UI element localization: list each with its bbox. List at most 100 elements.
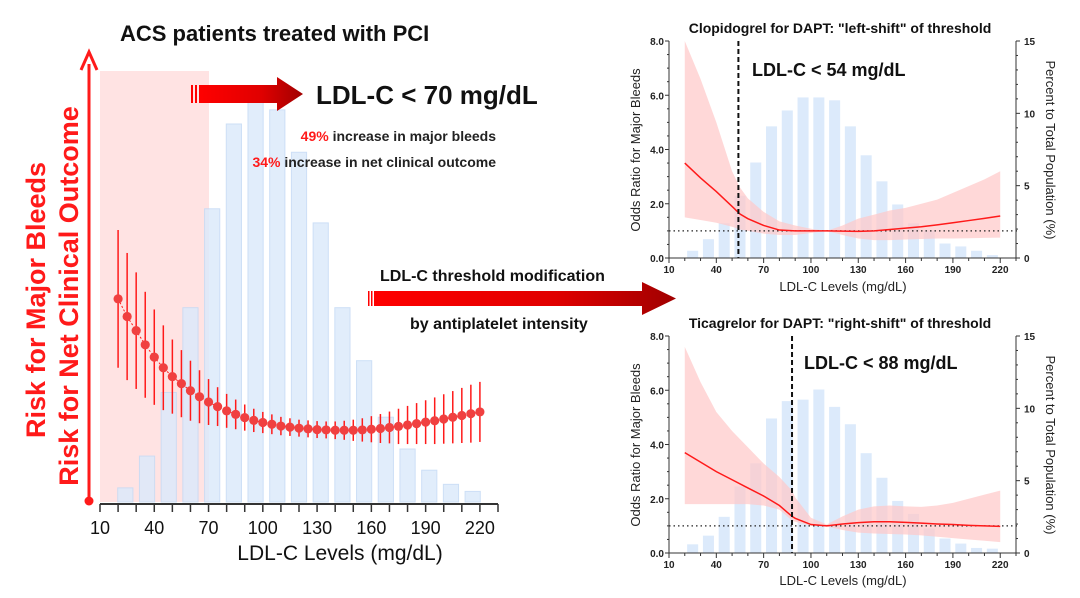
- risk-point: [366, 424, 376, 434]
- threshold-arrow: [191, 77, 303, 111]
- population-bar: [860, 453, 872, 553]
- population-bar: [971, 250, 983, 258]
- y-tick-label: 2.0: [650, 200, 664, 211]
- x-tick-label: 10: [663, 265, 675, 276]
- clopidogrel-chart: Clopidogrel for DAPT: "left-shift" of th…: [628, 20, 1058, 294]
- population-bar: [718, 223, 730, 258]
- population-bar: [421, 469, 438, 503]
- x-tick-label: 130: [302, 518, 332, 538]
- chart-title: Clopidogrel for DAPT: "left-shift" of th…: [689, 20, 992, 36]
- y-axis-label: Odds Ratio for Major Bleeds: [628, 363, 643, 527]
- x-tick-label: 10: [663, 560, 675, 571]
- risk-point: [430, 416, 440, 426]
- risk-point: [194, 392, 205, 402]
- risk-dots: [113, 229, 485, 445]
- x-tick-label: 40: [711, 265, 723, 276]
- risk-arrow-head: [79, 48, 99, 71]
- y-axis-label: Odds Ratio for Major Bleeds: [628, 68, 643, 232]
- risk-point: [294, 423, 304, 433]
- risk-point: [384, 422, 395, 433]
- y2-tick-label: 0: [1024, 254, 1030, 265]
- x-tick-label: 70: [758, 560, 770, 571]
- y-tick-label: 8.0: [650, 37, 664, 48]
- population-bar: [813, 389, 825, 553]
- y-tick-label: 6.0: [650, 386, 664, 397]
- risk-point: [140, 340, 150, 350]
- modification-label-2: by antiplatelet intensity: [410, 316, 588, 333]
- ticagrelor-chart: Ticagrelor for DAPT: "right-shift" of th…: [628, 315, 1058, 588]
- risk-point: [231, 409, 241, 419]
- population-bar: [312, 222, 329, 503]
- risk-point: [222, 406, 232, 416]
- population-bar: [734, 486, 746, 553]
- population-bar: [781, 401, 793, 553]
- x-tick-label: 160: [356, 518, 386, 538]
- population-bar: [160, 391, 177, 503]
- x-axis: 10 40 70 100 130 160 190 220: [90, 503, 499, 538]
- risk-point: [348, 425, 358, 435]
- x-tick-label: 130: [850, 560, 867, 571]
- population-bar: [781, 110, 793, 258]
- panel-title: ACS patients treated with PCI: [120, 21, 429, 46]
- x-tick-label: 70: [199, 518, 219, 538]
- population-bar: [399, 448, 416, 503]
- population-bar: [955, 543, 967, 553]
- population-bar: [829, 100, 841, 259]
- modification-label-1: LDL-C threshold modification: [380, 268, 605, 285]
- threshold-annotation: LDL-C < 54 mg/dL: [752, 60, 906, 80]
- odds-ratio-curve: [684, 451, 1001, 528]
- risk-point: [303, 424, 313, 434]
- risk-point: [402, 420, 413, 430]
- x-tick-label: 130: [850, 265, 867, 276]
- population-bar: [860, 155, 872, 258]
- population-bar: [138, 455, 156, 503]
- risk-point: [176, 379, 187, 389]
- population-bar: [290, 151, 308, 503]
- population-bar: [687, 250, 699, 258]
- x-tick-label: 160: [897, 560, 914, 571]
- risk-point: [249, 415, 259, 425]
- population-bar: [971, 547, 983, 553]
- y2-axis-label: Percent to Total Population (%): [1043, 61, 1058, 240]
- risk-point: [421, 417, 431, 427]
- risk-point: [185, 386, 196, 396]
- risk-point: [466, 409, 476, 419]
- risk-point: [131, 326, 141, 336]
- y-tick-label: 4.0: [650, 146, 664, 157]
- x-tick-label: 190: [945, 560, 962, 571]
- x-axis-label: LDL-C Levels (mg/dL): [779, 279, 906, 294]
- threshold-label: LDL-C < 70 mg/dL: [316, 80, 538, 110]
- population-bar: [117, 487, 134, 503]
- y2-tick-label: 15: [1024, 332, 1036, 343]
- y-tick-label: 2.0: [650, 495, 664, 506]
- threshold-annotation: LDL-C < 88 mg/dL: [804, 353, 958, 373]
- x-tick-label: 100: [803, 560, 820, 571]
- x-tick-label: 100: [248, 518, 278, 538]
- population-bar: [813, 97, 825, 258]
- population-bar: [955, 246, 967, 258]
- confidence-band: [684, 346, 1001, 543]
- chart-title: Ticagrelor for DAPT: "right-shift" of th…: [689, 315, 991, 331]
- y2-tick-label: 5: [1024, 477, 1030, 488]
- population-bar: [907, 223, 919, 258]
- risk-point: [240, 412, 250, 423]
- risk-point: [122, 311, 132, 322]
- population-bar: [687, 544, 699, 553]
- population-bar: [986, 255, 998, 258]
- risk-point: [203, 397, 214, 407]
- x-tick-label: 190: [945, 265, 962, 276]
- population-bar: [923, 528, 935, 553]
- y-tick-label: 8.0: [650, 332, 664, 343]
- y-tick-label: 4.0: [650, 441, 664, 452]
- x-tick-label: 70: [758, 265, 770, 276]
- risk-point: [448, 412, 458, 422]
- risk-point: [411, 418, 422, 429]
- risk-point: [276, 421, 286, 431]
- population-bar: [334, 307, 351, 503]
- risk-point: [167, 371, 177, 382]
- y-label-major-bleeds: Risk for Major Bleeds: [21, 162, 51, 438]
- population-bar: [225, 123, 242, 503]
- x-tick-label: 220: [992, 560, 1009, 571]
- population-bar: [797, 97, 809, 258]
